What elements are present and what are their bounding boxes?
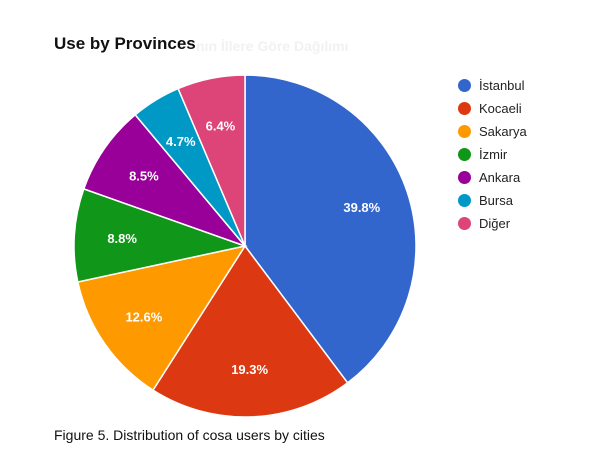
pie-slice-3 — [73, 187, 248, 283]
legend-label-1: Kocaeli — [479, 101, 522, 116]
chart-title: Use by Provinces — [54, 34, 196, 53]
slice-label-3: 8.8% — [107, 231, 137, 246]
legend-item-6: Diğer — [458, 212, 527, 235]
legend-swatch-4 — [458, 171, 471, 184]
legend-label-4: Ankara — [479, 170, 521, 185]
legend-label-0: İstanbul — [479, 78, 525, 93]
slice-label-5: 4.7% — [166, 134, 196, 149]
legend-label-5: Bursa — [479, 193, 513, 208]
slice-label-2: 12.6% — [125, 309, 162, 324]
slice-label-0: 39.8% — [343, 200, 380, 215]
legend-swatch-6 — [458, 217, 471, 230]
legend: İstanbul Kocaeli Sakarya İzmir Ankara Bursa Di… — [458, 74, 527, 235]
pie-slice-4 — [82, 113, 248, 248]
figure-caption: Figure 5. Distribution of cosa users by … — [54, 427, 325, 443]
legend-swatch-0 — [458, 79, 471, 92]
pie-slice-1 — [151, 244, 349, 418]
legend-item-3: İzmir — [458, 143, 527, 166]
legend-swatch-3 — [458, 148, 471, 161]
legend-item-2: Sakarya — [458, 120, 527, 143]
slice-label-6: 6.4% — [206, 118, 236, 133]
background-ghost-title: nın İllere Göre Dağılımı — [196, 38, 349, 54]
pie-slice-0 — [244, 74, 417, 384]
legend-label-2: Sakarya — [479, 124, 527, 139]
legend-item-1: Kocaeli — [458, 97, 527, 120]
legend-label-3: İzmir — [479, 147, 508, 162]
pie-slice-2 — [76, 244, 247, 392]
legend-swatch-5 — [458, 194, 471, 207]
legend-item-5: Bursa — [458, 189, 527, 212]
pie-slice-6 — [177, 74, 246, 247]
legend-item-0: İstanbul — [458, 74, 527, 97]
legend-item-4: Ankara — [458, 166, 527, 189]
legend-label-6: Diğer — [479, 216, 511, 231]
legend-swatch-2 — [458, 125, 471, 138]
slice-label-4: 8.5% — [129, 169, 159, 184]
slice-label-1: 19.3% — [231, 362, 268, 377]
legend-swatch-1 — [458, 102, 471, 115]
